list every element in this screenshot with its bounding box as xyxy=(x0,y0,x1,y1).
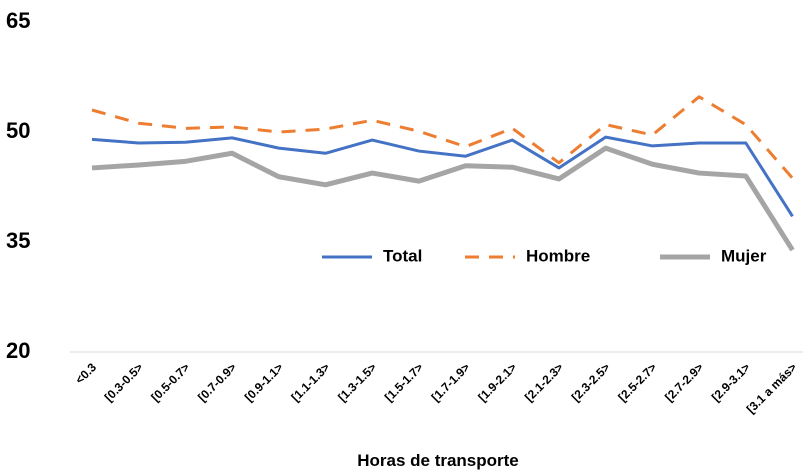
x-tick-label: [0.5-0.7> xyxy=(148,360,192,404)
x-tick-label: [2.1-2.3> xyxy=(522,360,566,404)
x-tick-label: [1.3-1.5> xyxy=(335,360,379,404)
x-tick-label: [2.7-2.9> xyxy=(662,360,706,404)
legend-label: Hombre xyxy=(526,246,590,265)
y-tick-label: 35 xyxy=(6,228,30,253)
x-axis-title: Horas de transporte xyxy=(357,451,519,470)
y-tick-label: 50 xyxy=(6,118,30,143)
legend-label: Mujer xyxy=(721,246,767,265)
x-tick-label: [2.3-2.5> xyxy=(569,360,613,404)
x-tick-label: [2.9-3.1> xyxy=(709,360,753,404)
x-tick-label: [0.9-1.1> xyxy=(242,360,286,404)
x-tick-label: [3.1 a más> xyxy=(744,360,800,416)
line-series xyxy=(91,135,794,218)
x-tick-label: <0.3 xyxy=(72,360,99,387)
x-tick-label: [0.7-0.9> xyxy=(195,360,239,404)
x-tick-label: [1.5-1.7> xyxy=(382,360,426,404)
y-tick-label: 65 xyxy=(6,8,30,33)
x-tick-label: [2.5-2.7> xyxy=(615,360,659,404)
legend-label: Total xyxy=(383,246,422,265)
x-tick-label: [1.9-2.1> xyxy=(475,360,519,404)
y-tick-label: 20 xyxy=(6,338,30,363)
x-tick-label: [1.7-1.9> xyxy=(429,360,473,404)
line-series xyxy=(91,145,795,252)
x-tick-label: [0.3-0.5> xyxy=(102,360,146,404)
x-tick-label: [1.1-1.3> xyxy=(289,360,333,404)
line-series xyxy=(91,95,794,180)
